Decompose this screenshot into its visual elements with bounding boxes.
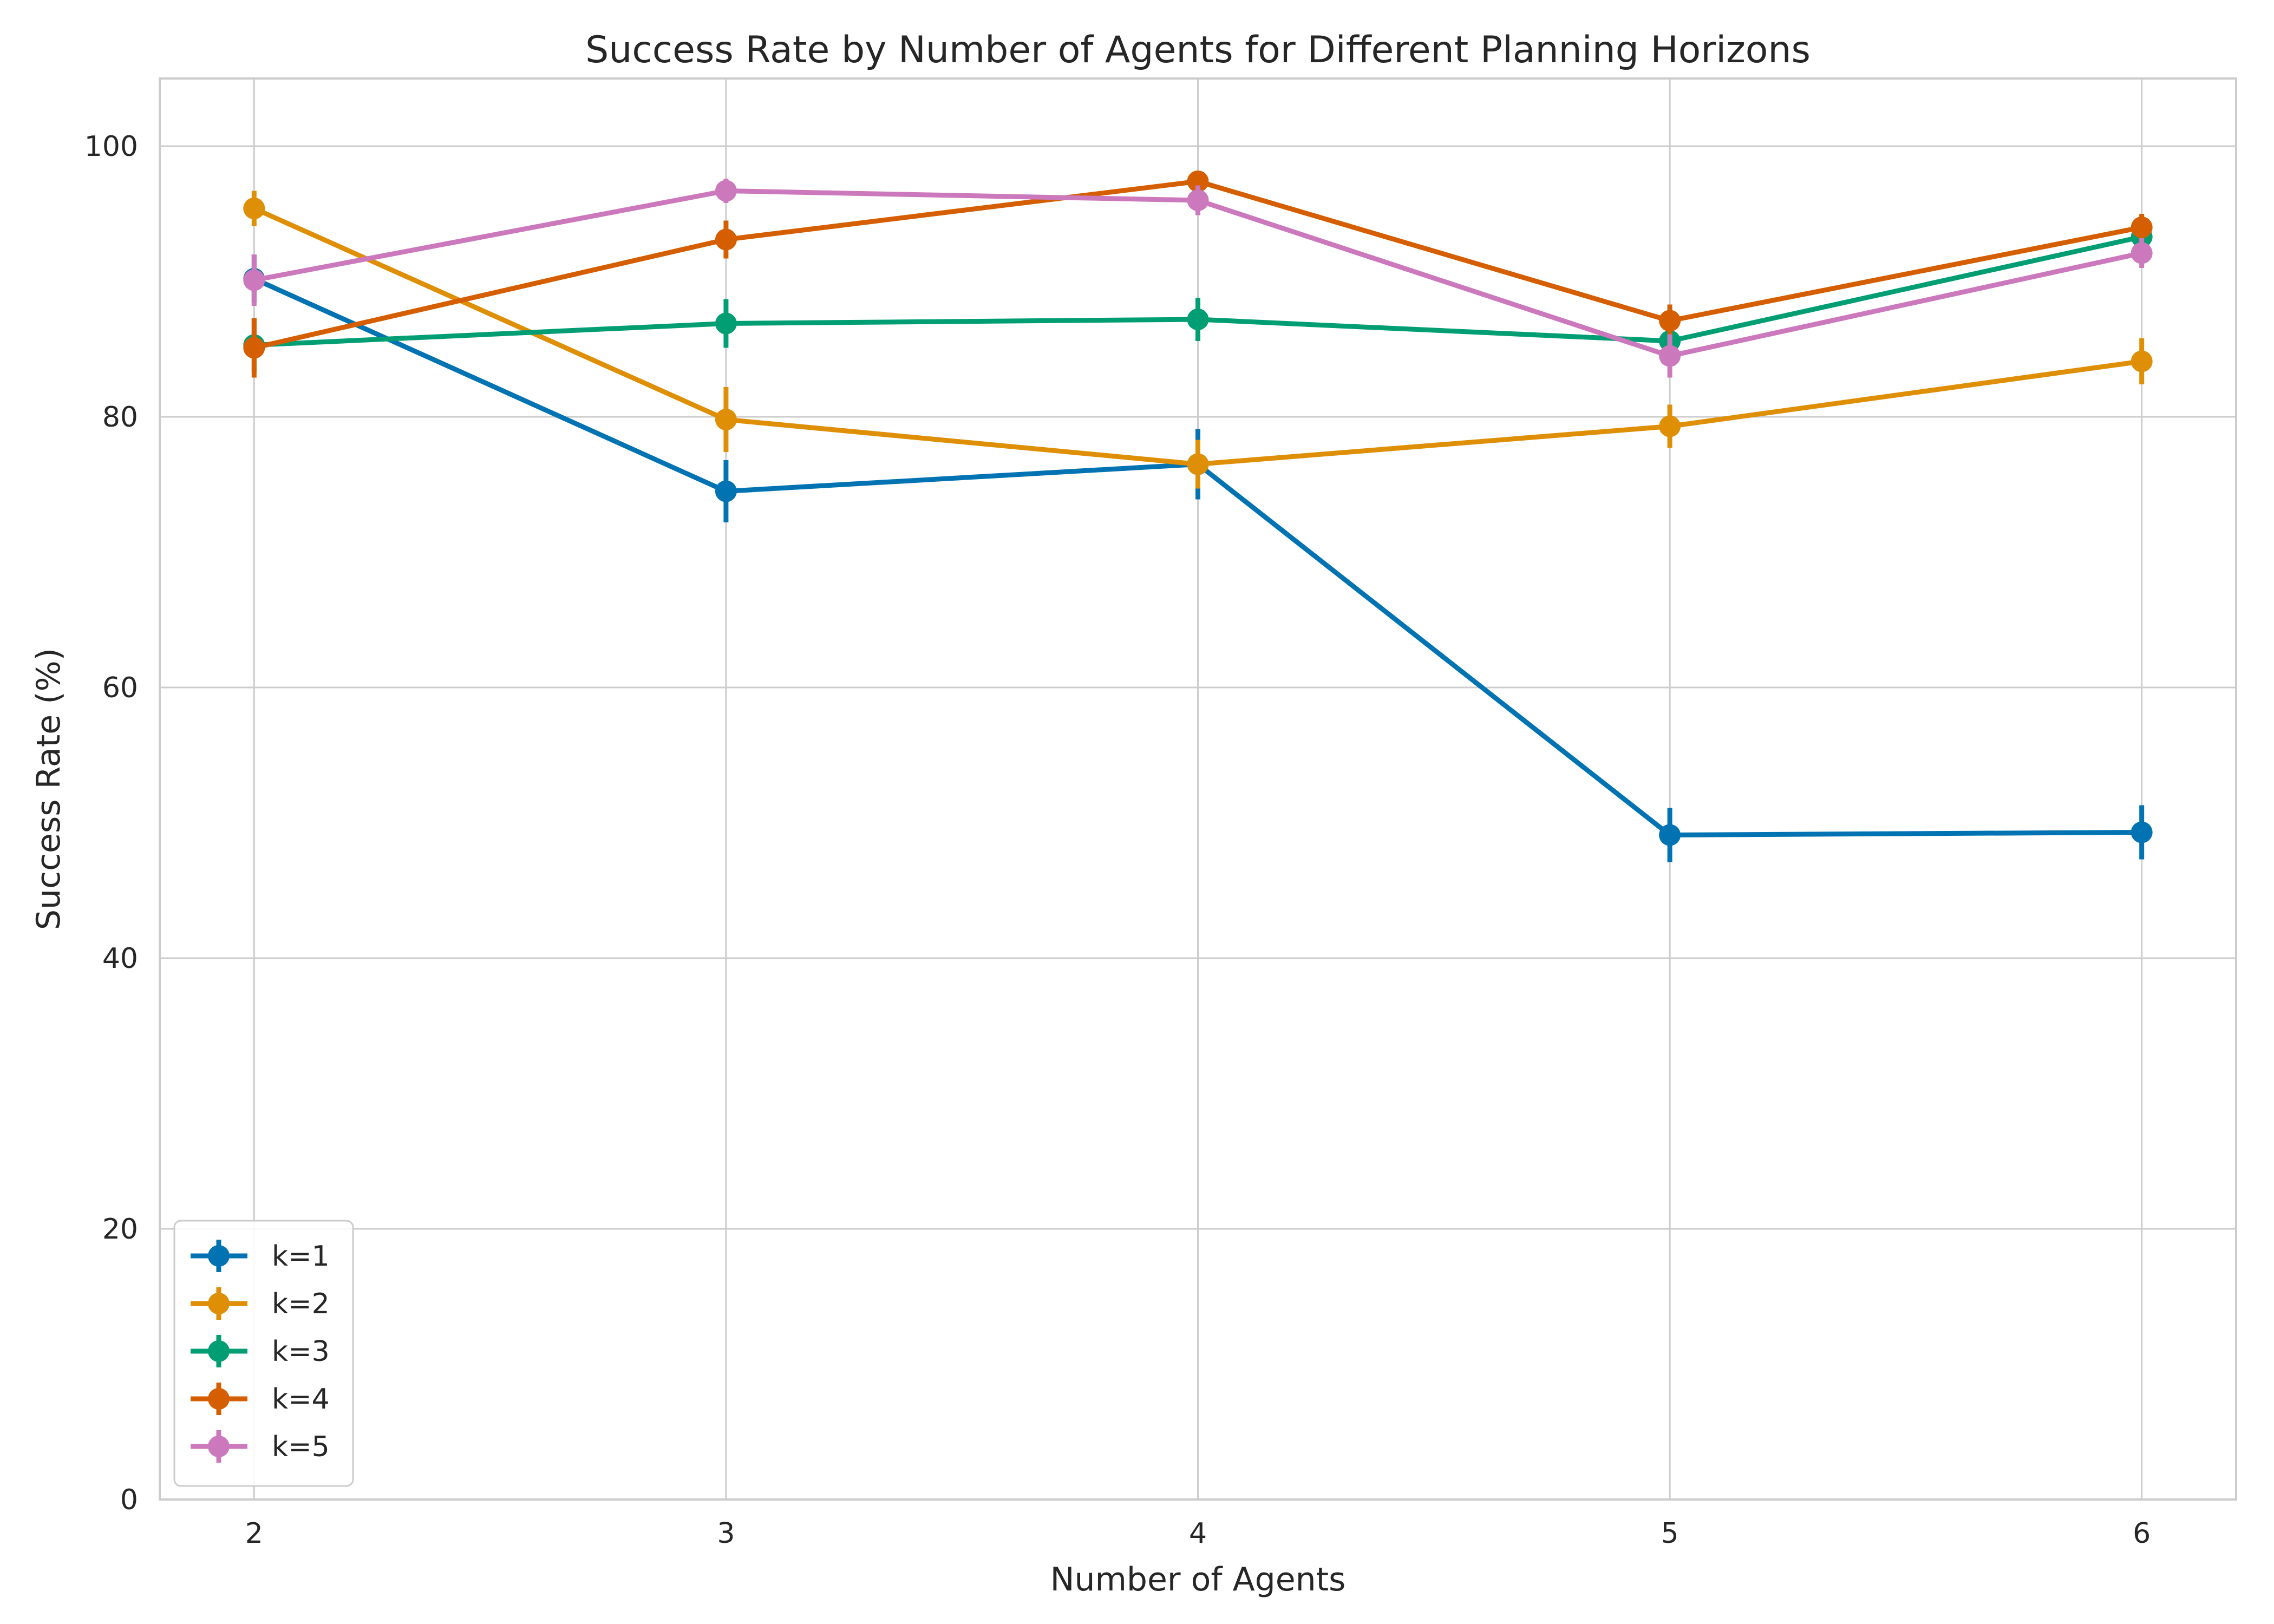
y-axis-label: Success Rate (%): [30, 648, 68, 930]
data-point: [243, 198, 265, 219]
x-tick-label: 3: [717, 1517, 735, 1550]
legend: k=1 k=2 k=3 k=4 k=5: [173, 1220, 354, 1487]
legend-marker: [208, 1245, 230, 1267]
y-tick-label: 60: [102, 672, 138, 704]
y-tick-label: 40: [102, 942, 138, 975]
legend-item: k=3: [191, 1335, 330, 1368]
series-layer: [243, 171, 2153, 862]
data-point: [1659, 415, 1681, 437]
legend-label: k=2: [272, 1288, 330, 1320]
legend-marker: [208, 1436, 230, 1457]
tick-labels: 0 20 40 60 80 100 2 3 4 5 6: [84, 130, 2151, 1550]
x-axis-label: Number of Agents: [1050, 1561, 1346, 1599]
data-point: [1659, 824, 1681, 846]
legend-marker: [208, 1340, 230, 1362]
data-point: [715, 312, 737, 335]
data-point: [2131, 350, 2153, 372]
data-point: [243, 337, 265, 359]
data-point: [1187, 189, 1209, 211]
legend-label: k=3: [272, 1335, 330, 1368]
x-tick-label: 5: [1661, 1517, 1679, 1550]
grid-layer: [160, 78, 2236, 1501]
data-point: [715, 480, 737, 502]
data-point: [715, 228, 737, 251]
data-point: [243, 269, 265, 291]
data-point: [1659, 310, 1681, 332]
data-point: [2131, 242, 2153, 264]
legend-item: k=5: [191, 1430, 330, 1463]
legend-label: k=1: [272, 1240, 330, 1273]
data-point: [1659, 345, 1681, 367]
data-point: [715, 409, 737, 430]
x-tick-label: 2: [245, 1517, 263, 1550]
plot-frame: [159, 77, 2237, 1501]
data-point: [715, 180, 737, 202]
series-k-5: [243, 179, 2153, 378]
data-point: [2131, 217, 2153, 238]
x-tick-label: 6: [2133, 1517, 2151, 1550]
y-tick-label: 0: [120, 1484, 138, 1516]
legend-box: [173, 1220, 354, 1487]
y-tick-label: 80: [102, 401, 138, 434]
data-point: [1187, 453, 1209, 475]
legend-marker: [208, 1293, 230, 1314]
data-point: [1187, 309, 1209, 330]
chart-title: Success Rate by Number of Agents for Dif…: [585, 29, 1811, 71]
data-point: [1187, 171, 1209, 192]
y-tick-label: 100: [84, 130, 138, 163]
y-tick-label: 20: [102, 1213, 138, 1246]
x-tick-label: 4: [1189, 1517, 1207, 1550]
legend-item: k=1: [191, 1240, 330, 1273]
legend-label: k=5: [272, 1431, 330, 1463]
legend-marker: [208, 1388, 230, 1410]
legend-label: k=4: [272, 1383, 330, 1416]
data-point: [2131, 821, 2153, 843]
legend-item: k=4: [191, 1383, 330, 1416]
series-k-2: [243, 191, 2153, 489]
legend-item: k=2: [191, 1287, 330, 1320]
series-k-4: [243, 171, 2153, 378]
